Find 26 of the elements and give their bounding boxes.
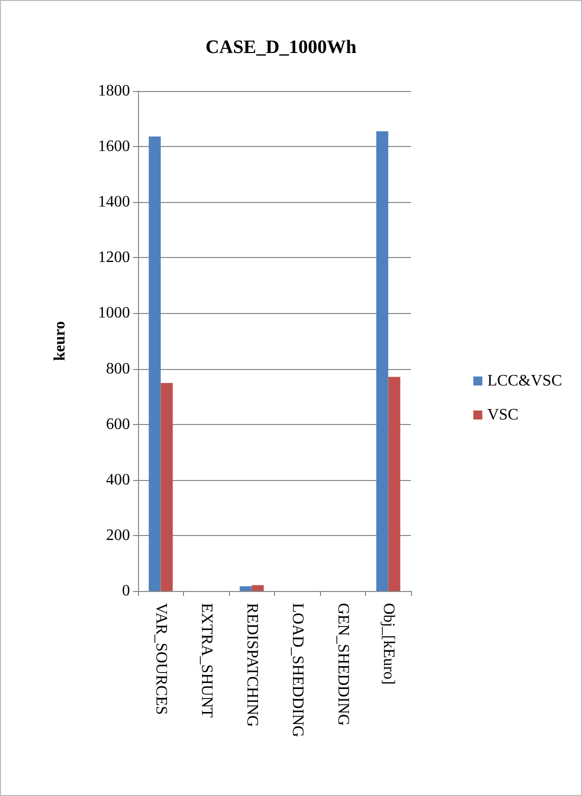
bar [148,136,161,591]
legend-label: VSC [487,406,518,424]
chart-title: CASE_D_1000Wh [206,37,357,58]
y-tick-label: 800 [106,360,130,378]
x-tick-label: GEN_SHEDDING [334,603,352,726]
y-tick-label: 400 [106,471,130,488]
y-tick-label: 1600 [98,138,130,156]
bar [160,382,173,591]
y-tick-label: 600 [106,416,130,433]
y-tick-label: 1000 [98,304,130,322]
y-axis-title: keuro [52,321,68,361]
legend-label: LCC&VSC [487,372,562,390]
x-tick-label: REDISPATCHING [243,603,260,728]
x-tick-label: VAR_SOURCES [152,603,170,715]
bar [240,586,252,591]
x-tick-label: EXTRA_SHUNT [198,603,215,718]
y-tick-label: 1400 [98,194,130,211]
y-tick-label: 1200 [98,249,130,266]
x-tick-label: LOAD_SHEDDING [288,603,306,738]
bar [252,585,264,591]
bar [376,131,388,591]
y-tick-label: 1800 [98,82,130,100]
bar [388,376,400,591]
x-tick-label: Obj_[kEuro] [380,603,397,685]
y-tick-label: 200 [106,526,130,544]
y-tick-label: 0 [122,582,130,600]
